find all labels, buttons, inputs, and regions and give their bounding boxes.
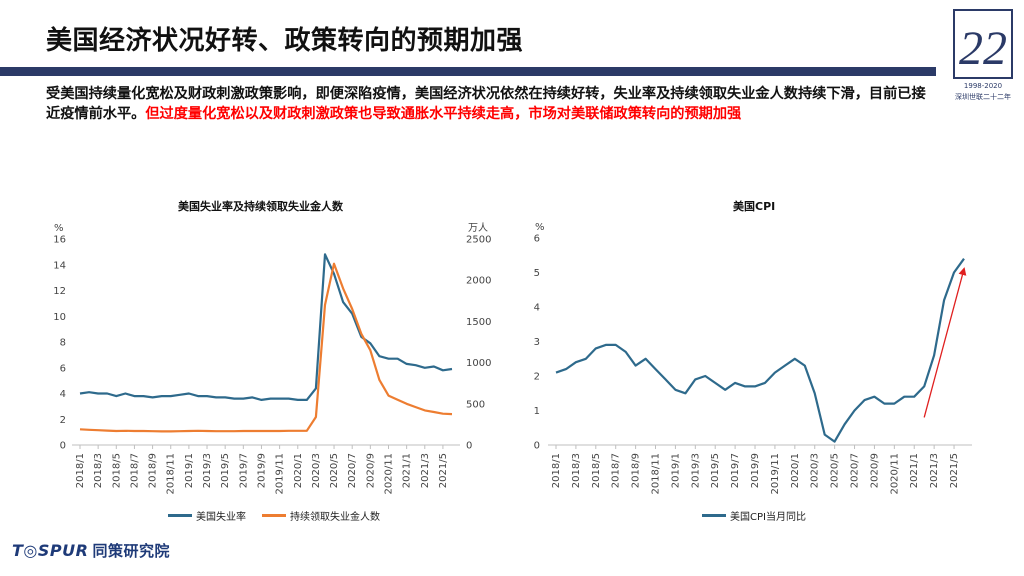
x-tick-label: 2019/9 xyxy=(256,453,267,488)
cpi-y-tick-label: 5 xyxy=(534,268,540,279)
logo-years: 1998-2020 xyxy=(963,82,1003,90)
x-tick-label: 2018/1 xyxy=(75,453,86,488)
y-left-tick-label: 6 xyxy=(60,363,66,374)
title-underline-bar xyxy=(0,67,936,76)
page-title: 美国经济状况好转、政策转向的预期加强 xyxy=(46,26,524,56)
summary-text: 受美国持续量化宽松及财政刺激政策影响，即便深陷疫情，美国经济状况依然在持续好转，… xyxy=(46,86,926,122)
x-tick-label: 2021/3 xyxy=(420,453,431,488)
cpi-x-tick-label: 2020/11 xyxy=(889,453,900,495)
x-tick-label: 2020/9 xyxy=(365,453,376,488)
cpi-x-tick-label: 2018/5 xyxy=(591,453,602,488)
legend-swatch-icon xyxy=(702,514,726,517)
cpi-x-tick-label: 2019/11 xyxy=(770,453,781,495)
legend-label: 美国失业率 xyxy=(196,512,246,523)
logo-subtitle: 深圳世联二十二年 xyxy=(955,93,1011,101)
x-tick-label: 2020/1 xyxy=(293,453,304,488)
x-tick-label: 2021/5 xyxy=(438,453,449,488)
cpi-chart-title: 美国CPI xyxy=(733,200,776,213)
y-right-tick-label: 1000 xyxy=(466,358,491,369)
cpi-x-tick-label: 2020/3 xyxy=(810,453,821,488)
cpi-x-tick-label: 2018/3 xyxy=(571,453,582,488)
y-right-tick-label: 2500 xyxy=(466,235,491,246)
cpi-x-tick-label: 2018/7 xyxy=(611,453,622,488)
cpi-y-tick-label: 4 xyxy=(534,303,540,314)
cpi-yoy-line xyxy=(555,258,965,443)
cpi-y-tick-label: 3 xyxy=(534,337,540,348)
x-tick-label: 2020/5 xyxy=(329,453,340,488)
anniversary-logo: 22 1998-2020 深圳世联二十二年 xyxy=(950,8,1016,108)
legend-label: 持续领取失业金人数 xyxy=(290,512,380,523)
cpi-x-tick-label: 2020/5 xyxy=(830,453,841,488)
cpi-x-tick-label: 2020/9 xyxy=(869,453,880,488)
x-tick-label: 2018/3 xyxy=(93,453,104,488)
footer-brand-logo: T◎SPUR 同策研究院 xyxy=(12,540,170,561)
cpi-y-axis-unit: % xyxy=(535,222,545,233)
unemployment-chart-title: 美国失业率及持续领取失业金人数 xyxy=(178,200,343,213)
y-left-tick-label: 4 xyxy=(60,389,66,400)
y-left-tick-label: 2 xyxy=(60,415,66,426)
x-tick-label: 2020/3 xyxy=(311,453,322,488)
footer-brand-cn: 同策研究院 xyxy=(92,542,170,560)
y-right-axis-unit: 万人 xyxy=(468,222,488,234)
legend-item-continuing-claims: 持续领取失业金人数 xyxy=(262,508,380,523)
y-left-tick-label: 12 xyxy=(53,286,66,297)
legend-item-cpi: 美国CPI当月同比 xyxy=(702,508,806,523)
cpi-y-tick-label: 1 xyxy=(534,406,540,417)
y-left-tick-label: 10 xyxy=(53,312,66,323)
legend-swatch-icon xyxy=(262,514,286,517)
logo-number: 22 xyxy=(959,22,1007,75)
y-left-tick-label: 8 xyxy=(60,338,66,349)
x-tick-label: 2018/5 xyxy=(111,453,122,488)
cpi-x-tick-label: 2019/5 xyxy=(710,453,721,488)
y-left-tick-label: 14 xyxy=(53,260,66,271)
cpi-x-tick-label: 2019/1 xyxy=(670,453,681,488)
cpi-chart-legend: 美国CPI当月同比 xyxy=(702,508,822,523)
cpi-x-tick-label: 2018/11 xyxy=(651,453,662,495)
x-tick-label: 2019/3 xyxy=(202,453,213,488)
cpi-x-tick-label: 2018/1 xyxy=(551,453,562,488)
y-right-tick-label: 1500 xyxy=(466,317,491,328)
cpi-y-tick-label: 2 xyxy=(534,372,540,383)
continuing-claims-line xyxy=(79,262,453,433)
footer-brand: T◎SPUR xyxy=(12,541,89,560)
legend-swatch-icon xyxy=(168,514,192,517)
summary-paragraph: 受美国持续量化宽松及财政刺激政策影响，即便深陷疫情，美国经济状况依然在持续好转，… xyxy=(46,84,926,124)
cpi-y-tick-label: 0 xyxy=(534,441,540,452)
x-tick-label: 2019/5 xyxy=(220,453,231,488)
y-left-axis-unit: % xyxy=(54,223,64,234)
x-tick-label: 2019/1 xyxy=(184,453,195,488)
x-tick-label: 2018/7 xyxy=(129,453,140,488)
x-tick-label: 2021/1 xyxy=(402,453,413,488)
cpi-x-tick-label: 2021/5 xyxy=(949,453,960,488)
x-tick-label: 2020/11 xyxy=(383,453,394,495)
x-tick-label: 2018/9 xyxy=(148,453,159,488)
x-tick-label: 2020/7 xyxy=(347,453,358,488)
x-tick-label: 2019/7 xyxy=(238,453,249,488)
logo-emblem-icon: 22 xyxy=(953,9,1013,79)
cpi-x-tick-label: 2021/1 xyxy=(909,453,920,488)
y-right-tick-label: 0 xyxy=(466,441,472,452)
x-tick-label: 2018/11 xyxy=(166,453,177,495)
legend-item-unemployment-rate: 美国失业率 xyxy=(168,508,246,523)
cpi-x-tick-label: 2019/7 xyxy=(730,453,741,488)
cpi-y-tick-label: 6 xyxy=(534,234,540,245)
cpi-x-tick-label: 2018/9 xyxy=(631,453,642,488)
y-right-tick-label: 500 xyxy=(466,399,485,410)
cpi-x-tick-label: 2019/3 xyxy=(690,453,701,488)
summary-highlight-text: 但过度量化宽松以及财政刺激政策也导致通胀水平持续走高，市场对美联储政策转向的预期… xyxy=(145,106,742,122)
cpi-x-tick-label: 2020/1 xyxy=(790,453,801,488)
legend-label: 美国CPI当月同比 xyxy=(730,512,806,523)
y-left-tick-label: 0 xyxy=(60,441,66,452)
y-left-tick-label: 16 xyxy=(53,235,66,246)
cpi-x-tick-label: 2021/3 xyxy=(929,453,940,488)
unemployment-chart-legend: 美国失业率 持续领取失业金人数 xyxy=(168,508,396,523)
cpi-x-tick-label: 2020/7 xyxy=(850,453,861,488)
trend-arrow xyxy=(923,267,967,418)
x-tick-label: 2019/11 xyxy=(275,453,286,495)
cpi-x-tick-label: 2019/9 xyxy=(750,453,761,488)
y-right-tick-label: 2000 xyxy=(466,276,491,287)
unemployment-rate-line xyxy=(79,253,453,401)
